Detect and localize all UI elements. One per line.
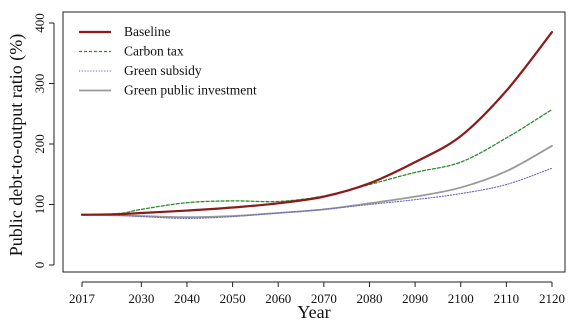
- series-line-baseline: [80, 30, 554, 216]
- plot-frame: [62, 11, 566, 273]
- y-tick-label: 100: [32, 195, 47, 215]
- x-tick-label: 2120: [539, 291, 565, 306]
- x-tick-label: 2060: [265, 291, 291, 306]
- legend-label-baseline: Baseline: [124, 24, 171, 39]
- legend: Baseline Carbon tax Green subsidy Green pub…: [79, 24, 257, 98]
- x-tick-label: 2070: [311, 291, 337, 306]
- series-line-green-subsidy: [81, 167, 553, 219]
- x-tick-label: 2100: [448, 291, 474, 306]
- legend-label-carbon-tax: Carbon tax: [124, 44, 184, 59]
- series-lines: [80, 30, 554, 219]
- series-line-green-public-investment: [81, 144, 553, 219]
- x-tick-label: 2090: [402, 291, 428, 306]
- x-tick-label: 2050: [220, 291, 246, 306]
- y-tick-label: 200: [32, 134, 47, 154]
- x-tick-label: 2080: [356, 291, 382, 306]
- x-tick-label: 2040: [174, 291, 200, 306]
- legend-label-green-public-investment: Green public investment: [124, 83, 257, 98]
- x-tick-label: 2030: [128, 291, 154, 306]
- y-tick-label: 400: [32, 13, 47, 33]
- x-axis-title: Year: [297, 302, 330, 322]
- legend-label-green-subsidy: Green subsidy: [124, 63, 202, 78]
- y-tick-label: 0: [32, 262, 47, 269]
- y-tick-label: 300: [32, 74, 47, 94]
- x-axis-ticks: 2017 2030 2040 2050 2060 2070 2080 2090 2100 2110…: [69, 282, 565, 306]
- y-axis-ticks: 0 100 200 300 400: [32, 13, 54, 268]
- x-tick-label: 2110: [494, 291, 520, 306]
- y-axis-title: Public debt-to-output ratio (%): [6, 34, 27, 256]
- x-tick-label: 2017: [69, 291, 96, 306]
